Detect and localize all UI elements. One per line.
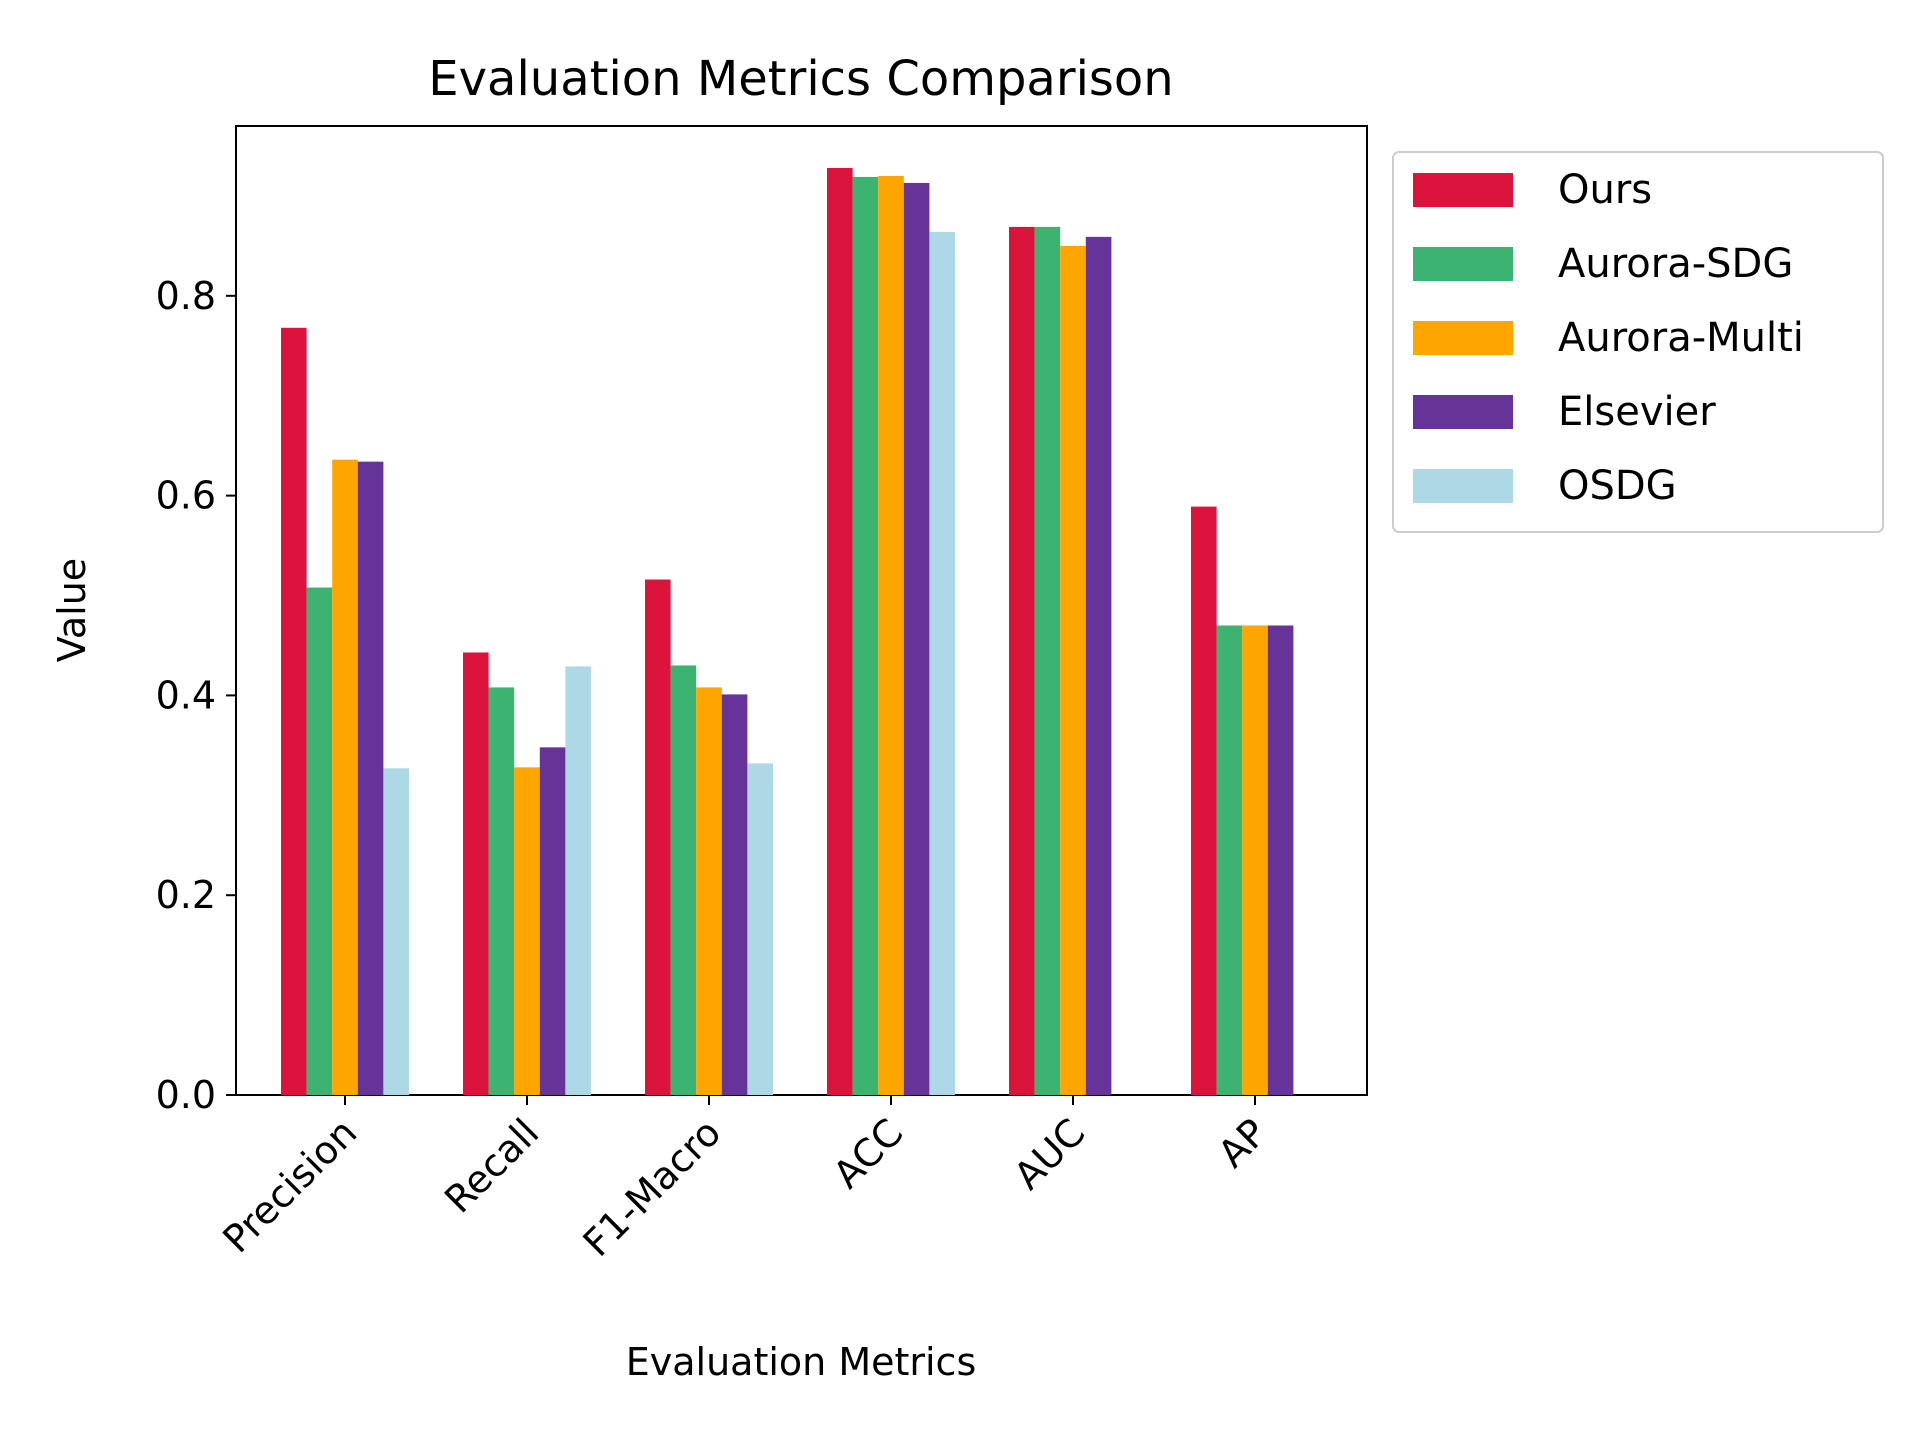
bar-aurora-sdg-auc bbox=[1034, 226, 1061, 1095]
legend-label-ours: Ours bbox=[1558, 167, 1652, 213]
y-tick-label: 0.2 bbox=[156, 873, 216, 917]
y-tick-label: 0.6 bbox=[156, 474, 216, 518]
bar-osdg-f1-macro bbox=[747, 763, 773, 1095]
bar-aurora-multi-f1-macro bbox=[696, 687, 722, 1095]
legend-swatch-osdg bbox=[1413, 469, 1513, 503]
bar-aurora-multi-auc bbox=[1060, 245, 1086, 1095]
legend-label-aurora-sdg: Aurora-SDG bbox=[1558, 241, 1793, 287]
bar-group-ap bbox=[1191, 506, 1294, 1095]
legend-label-osdg: OSDG bbox=[1558, 463, 1677, 509]
bar-ours-acc bbox=[827, 167, 853, 1095]
bar-elsevier-f1-macro bbox=[721, 694, 748, 1095]
bar-ours-recall bbox=[463, 652, 489, 1095]
y-axis-label: Value bbox=[50, 558, 94, 662]
bar-aurora-sdg-acc bbox=[852, 176, 879, 1095]
bar-group-auc bbox=[1009, 226, 1112, 1095]
bar-elsevier-precision bbox=[357, 461, 384, 1095]
bar-group-f1-macro bbox=[645, 579, 773, 1095]
y-tick-label: 0.8 bbox=[156, 274, 216, 318]
x-axis-label: Evaluation Metrics bbox=[626, 1340, 977, 1384]
bar-elsevier-ap bbox=[1267, 625, 1294, 1095]
bar-elsevier-recall bbox=[539, 747, 566, 1095]
x-tick-label: Precision bbox=[214, 1110, 365, 1261]
bar-ours-f1-macro bbox=[645, 579, 671, 1095]
bar-osdg-recall bbox=[565, 666, 591, 1095]
legend-swatch-aurora-multi bbox=[1413, 321, 1513, 355]
bar-aurora-sdg-ap bbox=[1216, 625, 1243, 1095]
x-tick-label: Recall bbox=[436, 1110, 547, 1221]
legend-swatch-ours bbox=[1413, 173, 1513, 207]
bar-group-acc bbox=[827, 167, 955, 1095]
legend: Ours Aurora-SDG Aurora-Multi Elsevier OSDG bbox=[1392, 151, 1884, 533]
bar-osdg-precision bbox=[383, 768, 409, 1095]
x-tick-label: AP bbox=[1210, 1110, 1276, 1176]
chart-title: Evaluation Metrics Comparison bbox=[428, 51, 1173, 107]
bar-ours-ap bbox=[1191, 506, 1217, 1095]
y-axis: 0.0 0.2 0.4 0.6 0.8 bbox=[156, 274, 236, 1117]
bar-aurora-sdg-recall bbox=[488, 687, 515, 1095]
plot-area-frame bbox=[235, 125, 1368, 1096]
bar-elsevier-acc bbox=[903, 182, 930, 1095]
bar-aurora-multi-acc bbox=[878, 175, 904, 1095]
bar-aurora-sdg-precision bbox=[306, 587, 333, 1095]
y-tick-label: 0.0 bbox=[156, 1073, 216, 1117]
bars-layer bbox=[281, 167, 1294, 1095]
bar-elsevier-auc bbox=[1085, 236, 1112, 1095]
legend-swatch-elsevier bbox=[1413, 395, 1513, 429]
bar-ours-precision bbox=[281, 327, 307, 1095]
y-tick-label: 0.4 bbox=[156, 673, 216, 717]
x-tick-label: ACC bbox=[825, 1110, 912, 1197]
legend-frame bbox=[1392, 151, 1884, 533]
bar-group-precision bbox=[281, 327, 409, 1095]
bar-osdg-acc bbox=[929, 231, 955, 1095]
legend-label-aurora-multi: Aurora-Multi bbox=[1558, 315, 1804, 361]
x-tick-label: F1-Macro bbox=[575, 1110, 730, 1265]
legend-swatch-aurora-sdg bbox=[1413, 247, 1513, 281]
bar-aurora-sdg-f1-macro bbox=[670, 665, 697, 1095]
bar-aurora-multi-recall bbox=[514, 767, 540, 1095]
bar-group-recall bbox=[463, 652, 591, 1095]
legend-label-elsevier: Elsevier bbox=[1558, 389, 1716, 435]
x-tick-label: AUC bbox=[1005, 1110, 1093, 1198]
bar-aurora-multi-precision bbox=[332, 459, 358, 1095]
bar-ours-auc bbox=[1009, 226, 1035, 1095]
x-axis: Precision Recall F1-Macro ACC AUC AP bbox=[214, 1095, 1275, 1265]
bar-aurora-multi-ap bbox=[1242, 625, 1268, 1095]
